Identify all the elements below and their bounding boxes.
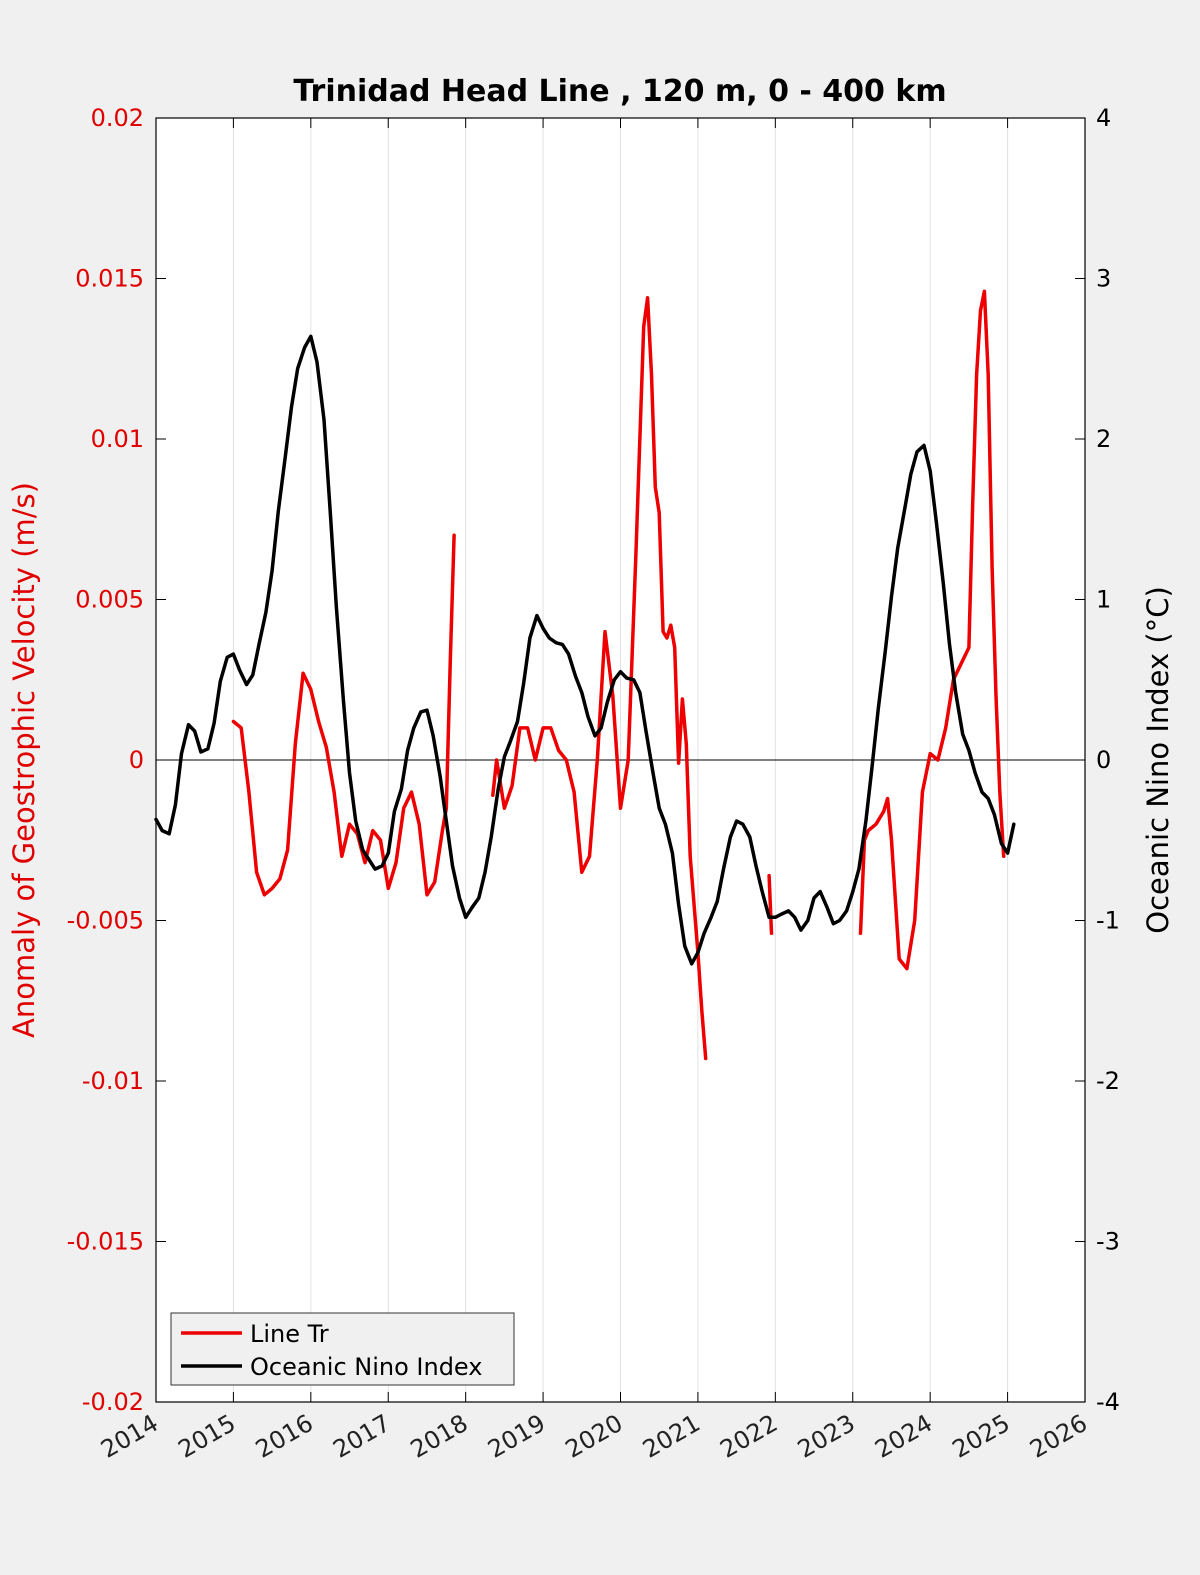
y-axis-right-label: Oceanic Nino Index (°C) — [1141, 586, 1175, 934]
y-left-tick-label: -0.02 — [82, 1388, 144, 1416]
y-right-tick-label: 0 — [1096, 746, 1111, 774]
y-right-tick-label: -3 — [1096, 1228, 1120, 1256]
y-right-tick-label: 3 — [1096, 265, 1111, 293]
y-left-tick-label: 0.01 — [91, 425, 144, 453]
y-right-tick-label: 1 — [1096, 586, 1111, 614]
series-layer — [154, 289, 1016, 1061]
y-right-tick-label: -4 — [1096, 1388, 1120, 1416]
chart-title: Trinidad Head Line , 120 m, 0 - 400 km — [293, 74, 946, 109]
y-axis-left-label: Anomaly of Geostrophic Velocity (m/s) — [7, 482, 41, 1038]
y-left-tick-label: -0.015 — [67, 1228, 144, 1256]
legend-label-oni: Oceanic Nino Index — [250, 1353, 482, 1381]
series-line-tr-segment-3 — [767, 873, 774, 936]
axis-ticks: 2014 2015 2016 2017 2018 2019 2020 2021 2022 2023… — [67, 104, 1120, 1464]
y-right-tick-label: -1 — [1096, 907, 1120, 935]
y-right-tick-label: 4 — [1096, 104, 1111, 132]
series-line-tr-segment-4 — [858, 289, 1006, 971]
series-line-tr-segment-2 — [491, 296, 708, 1061]
y-left-tick-label: -0.01 — [82, 1067, 144, 1095]
y-left-tick-label: 0.015 — [75, 265, 144, 293]
y-left-tick-label: 0.005 — [75, 586, 144, 614]
y-left-tick-label: 0.02 — [91, 104, 144, 132]
legend-box — [170, 1312, 515, 1386]
y-left-tick-label: 0 — [129, 746, 144, 774]
series-line-tr-segment-1 — [231, 533, 456, 897]
series-oni-segment-1 — [154, 334, 1016, 966]
y-left-tick-label: -0.005 — [67, 907, 144, 935]
legend-label-line-tr: Line Tr — [250, 1320, 329, 1348]
y-right-tick-label: -2 — [1096, 1067, 1120, 1095]
legend: Line Tr Oceanic Nino Index — [170, 1312, 515, 1386]
y-right-tick-label: 2 — [1096, 425, 1111, 453]
